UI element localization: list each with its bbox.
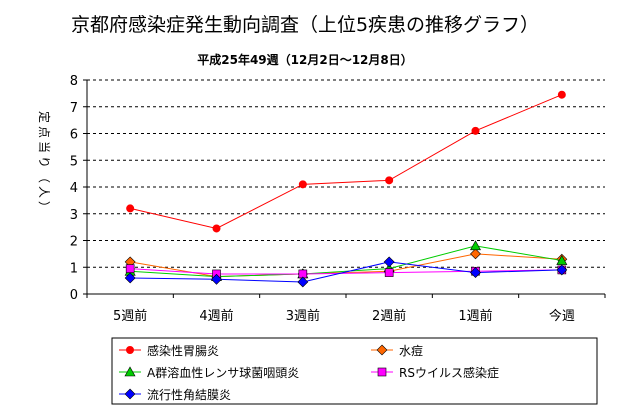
legend-item: A群溶血性レンサ球菌咽頭炎 <box>119 365 299 380</box>
legend-marker <box>124 366 136 377</box>
legend-marker <box>376 344 388 356</box>
legend-label: RSウイルス感染症 <box>399 365 499 380</box>
y-tick-label: 2 <box>70 235 78 250</box>
series-2 <box>124 240 568 281</box>
series-line <box>130 253 562 278</box>
y-tick-label: 5 <box>70 154 78 169</box>
series-line <box>130 261 562 283</box>
legend-marker <box>377 367 387 377</box>
y-tick-label: 7 <box>70 101 78 116</box>
series-4 <box>124 256 568 288</box>
data-point <box>211 273 222 285</box>
y-tick-label: 1 <box>70 261 78 276</box>
x-tick-label: 4週前 <box>199 308 233 324</box>
chart-subtitle: 平成25年49週（12月2日～12月8日） <box>197 52 413 67</box>
y-label-char: 定 <box>37 111 52 123</box>
legend-box <box>111 337 598 405</box>
data-point <box>470 267 481 279</box>
x-tick-label: 3週前 <box>286 308 320 324</box>
legend-label: 水痘 <box>399 343 423 358</box>
legend-item: RSウイルス感染症 <box>371 365 499 380</box>
data-point <box>298 180 307 189</box>
data-point <box>125 264 135 273</box>
data-point <box>212 224 221 233</box>
legend-item: 水痘 <box>371 343 423 358</box>
y-tick-label: 3 <box>70 208 78 223</box>
data-point <box>471 126 480 135</box>
y-label-char: ） <box>37 201 51 213</box>
y-tick-label: 6 <box>70 128 78 143</box>
legend-marker <box>124 388 136 400</box>
series-0 <box>126 90 566 233</box>
y-label-char: 当 <box>37 141 51 153</box>
y-tick-labels: 0 1 2 3 4 5 6 7 8 <box>70 74 78 303</box>
legend-marker <box>126 346 134 354</box>
x-tick-label: 1週前 <box>458 308 492 324</box>
series-1 <box>124 248 568 283</box>
y-label-char: 人 <box>37 186 51 198</box>
legend-label: 感染性胃腸炎 <box>147 343 219 358</box>
data-point <box>126 204 135 213</box>
y-label-char: り <box>37 156 51 168</box>
y-tick-label: 4 <box>70 181 78 196</box>
x-tick-label: 5週前 <box>113 308 147 324</box>
legend-label: 流行性角結膜炎 <box>147 388 231 402</box>
series-line <box>130 94 563 229</box>
axes <box>83 79 606 298</box>
grid-lines <box>87 79 605 268</box>
series-line <box>130 245 562 278</box>
y-label-char: （ <box>37 171 51 183</box>
data-point <box>469 240 482 251</box>
legend-item: 感染性胃腸炎 <box>119 343 219 358</box>
data-point <box>385 176 394 185</box>
series-line <box>130 268 562 275</box>
y-tick-label: 8 <box>70 74 78 89</box>
data-point <box>557 90 566 99</box>
x-tick-labels: 5週前 4週前 3週前 2週前 1週前 今週 <box>113 308 575 324</box>
y-label-char: 点 <box>37 126 51 138</box>
data-point <box>297 276 309 288</box>
series-layer <box>124 90 568 288</box>
x-tick-label: 今週 <box>549 308 575 324</box>
data-point <box>384 268 394 277</box>
data-point <box>470 248 481 260</box>
y-tick-label: 0 <box>70 288 78 303</box>
x-tick-label: 2週前 <box>372 308 406 324</box>
data-point <box>383 256 395 268</box>
data-point <box>124 272 136 284</box>
legend-label: A群溶血性レンサ球菌咽頭炎 <box>147 365 299 380</box>
legend-item: 流行性角結膜炎 <box>119 388 231 402</box>
chart-title: 京都府感染症発生動向調査（上位5疾患の推移グラフ） <box>71 14 539 36</box>
data-point <box>556 264 568 276</box>
